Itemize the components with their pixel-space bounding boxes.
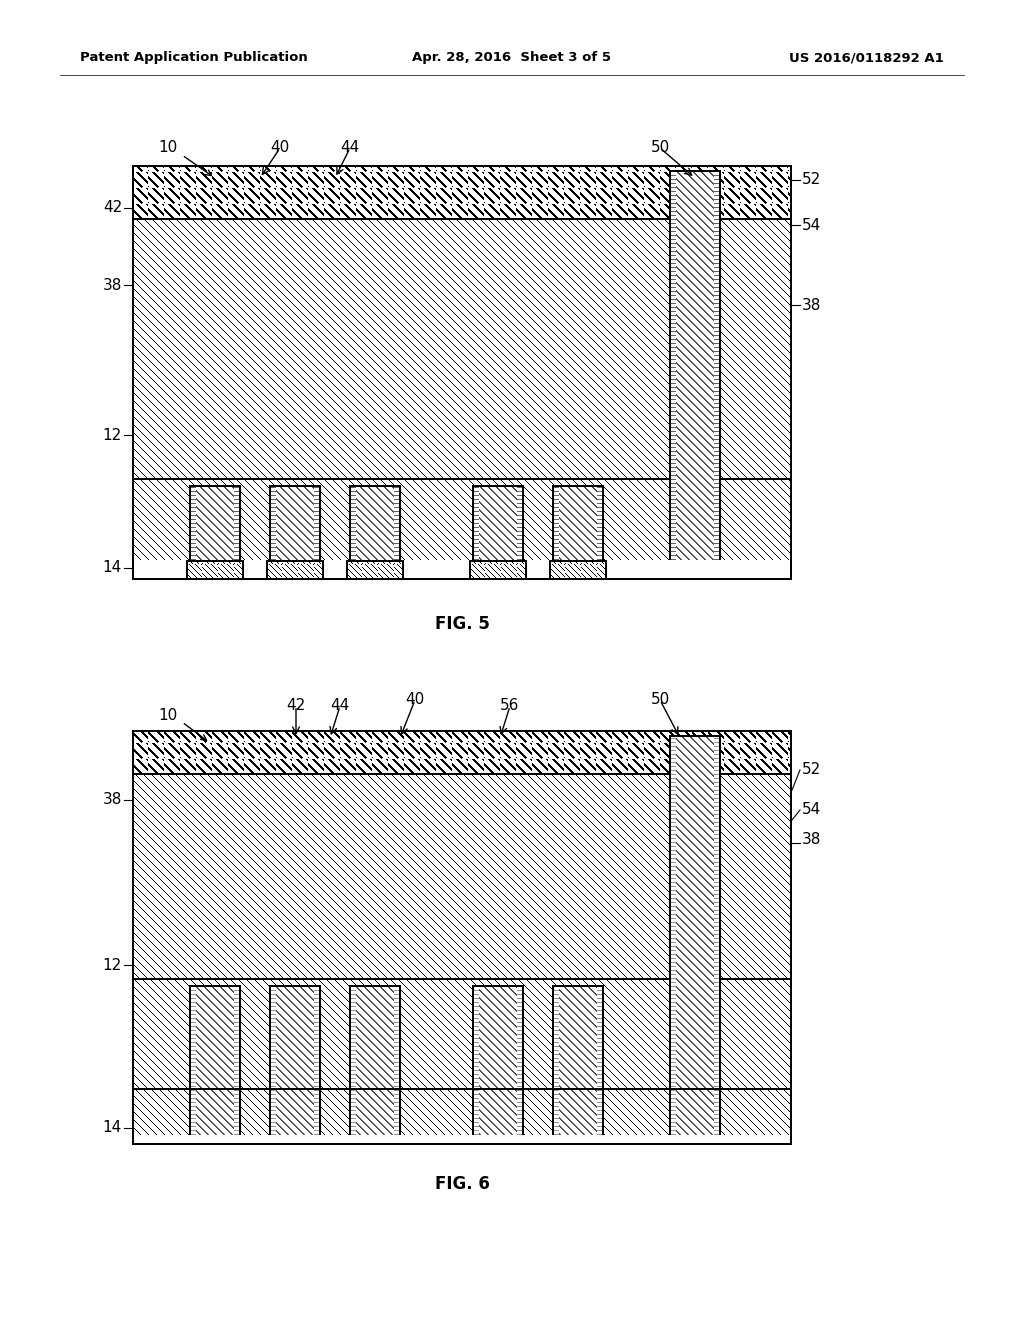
Text: 12: 12 bbox=[102, 957, 122, 973]
Text: 38: 38 bbox=[102, 277, 122, 293]
Text: 44: 44 bbox=[340, 140, 359, 156]
Text: 42: 42 bbox=[102, 201, 122, 215]
Text: 52: 52 bbox=[802, 173, 821, 187]
Text: 54: 54 bbox=[802, 218, 821, 232]
Text: 38: 38 bbox=[802, 297, 821, 313]
Text: 10: 10 bbox=[159, 708, 177, 722]
Text: Patent Application Publication: Patent Application Publication bbox=[80, 51, 308, 65]
Text: 14: 14 bbox=[102, 561, 122, 576]
Text: 12: 12 bbox=[102, 428, 122, 442]
Text: 44: 44 bbox=[331, 698, 349, 714]
Text: 14: 14 bbox=[102, 1121, 122, 1135]
Text: 50: 50 bbox=[650, 693, 670, 708]
Text: 54: 54 bbox=[802, 803, 821, 817]
Text: 38: 38 bbox=[102, 792, 122, 808]
Text: Apr. 28, 2016  Sheet 3 of 5: Apr. 28, 2016 Sheet 3 of 5 bbox=[413, 51, 611, 65]
Text: FIG. 5: FIG. 5 bbox=[434, 615, 489, 634]
Text: 42: 42 bbox=[287, 698, 305, 714]
Text: 40: 40 bbox=[406, 693, 425, 708]
Text: 56: 56 bbox=[501, 698, 520, 714]
Text: 40: 40 bbox=[270, 140, 290, 156]
Text: FIG. 6: FIG. 6 bbox=[434, 1175, 489, 1193]
Text: 50: 50 bbox=[650, 140, 670, 156]
Text: US 2016/0118292 A1: US 2016/0118292 A1 bbox=[790, 51, 944, 65]
Text: 10: 10 bbox=[159, 140, 177, 156]
Text: 52: 52 bbox=[802, 763, 821, 777]
Text: 38: 38 bbox=[802, 833, 821, 847]
